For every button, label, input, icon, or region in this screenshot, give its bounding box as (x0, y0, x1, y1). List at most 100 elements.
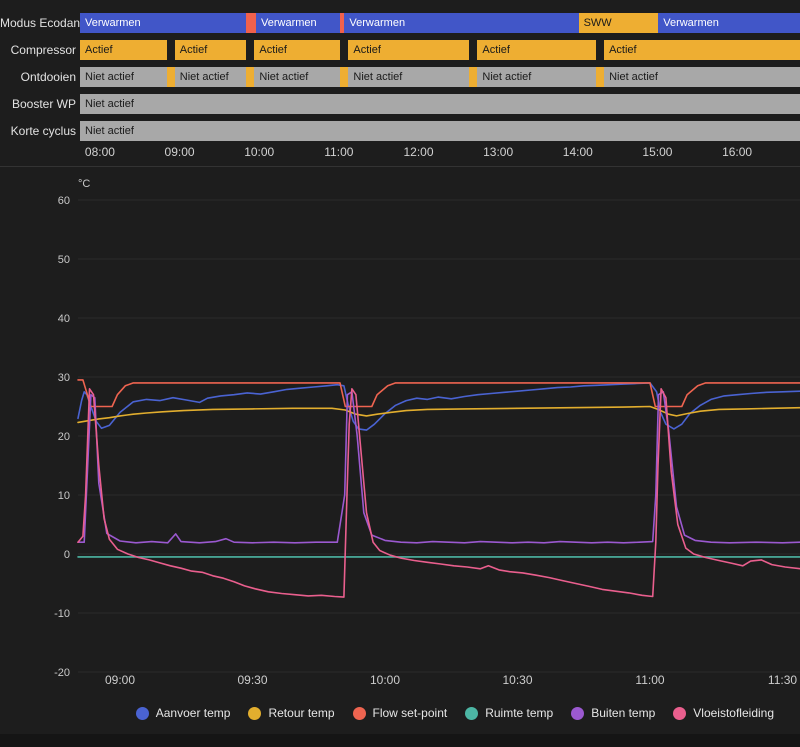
chart-legend: Aanvoer temp Retour temp Flow set-point Rui… (0, 692, 800, 734)
legend-dot-icon (673, 706, 687, 720)
timeline-segment[interactable]: Actief (254, 39, 341, 60)
timeline-segment-label: SWW (583, 16, 612, 29)
legend-label: Buiten temp (591, 706, 656, 720)
legend-item-flow-set-point[interactable]: Flow set-point (352, 706, 447, 720)
legend-label: Vloeistofleiding (693, 706, 774, 720)
timeline-segment-label: Verwarmen (349, 16, 406, 29)
timeline-segment[interactable] (596, 66, 605, 87)
timeline-segment-label: Actief (609, 43, 637, 56)
timeline-axis-label: 14:00 (562, 145, 593, 159)
x-axis-tick-label: 10:30 (502, 673, 532, 687)
timeline-axis-label: 10:00 (244, 145, 275, 159)
timeline-segment[interactable]: Verwarmen (256, 12, 341, 33)
timeline-segment[interactable]: Niet actief (348, 66, 470, 87)
y-axis-tick-label: 0 (64, 549, 70, 561)
timeline-segment-label: Niet actief (482, 70, 532, 83)
timeline-axis-label: 15:00 (642, 145, 673, 159)
timeline-segment[interactable] (340, 66, 349, 87)
timeline-segment-label: Actief (85, 43, 113, 56)
legend-dot-icon (465, 706, 479, 720)
timeline-axis-label: 16:00 (722, 145, 753, 159)
y-axis-tick-label: 30 (58, 372, 70, 384)
timeline-segment-label: Actief (259, 43, 287, 56)
legend-item-aanvoer-temp[interactable]: Aanvoer temp (135, 706, 231, 720)
timeline-segment-label: Niet actief (609, 70, 658, 83)
timeline-row-label: Modus Ecodan (0, 15, 81, 30)
timeline-segment-label: Niet actief (85, 97, 134, 110)
series-line-vloeistofleiding (77, 388, 800, 598)
timeline-segment[interactable] (166, 66, 175, 87)
timeline-segment[interactable]: Verwarmen (658, 12, 800, 33)
legend-dot-icon (135, 706, 149, 720)
series-line-buiten-temp (77, 391, 800, 544)
timeline-segment-label: Verwarmen (261, 16, 317, 29)
timeline-segment-label: Niet actief (85, 70, 134, 83)
y-axis-tick-label: 50 (58, 254, 70, 266)
timeline-segment[interactable]: SWW (578, 12, 659, 33)
timeline-segment-label: Niet actief (353, 70, 403, 83)
timeline-segment[interactable]: Verwarmen (80, 12, 247, 33)
timeline-track: Niet actief (80, 120, 800, 141)
timeline-segment-label: Actief (179, 43, 208, 56)
temperature-chart[interactable]: °C 60 50 40 30 20 10 0 -10 -20 09:00 09:30 10:00 10:3… (0, 167, 800, 692)
legend-dot-icon (248, 706, 262, 720)
y-axis-tick-label: 60 (58, 195, 70, 207)
timeline-segment[interactable] (246, 12, 256, 33)
timeline-row-ontdooien: Ontdooien Niet actief Niet actief Niet acti… (0, 63, 800, 90)
timeline-segment-label: Verwarmen (663, 16, 719, 29)
timeline-segment[interactable]: Niet actief (477, 66, 597, 87)
timeline-segment[interactable]: Niet actief (174, 66, 247, 87)
timeline-row-korte-cyclus: Korte cyclus Niet actief (0, 117, 800, 144)
timeline-axis-label: 13:00 (483, 145, 514, 159)
timeline-segment[interactable]: Niet actief (604, 66, 800, 87)
timeline-segment[interactable] (469, 66, 478, 87)
y-axis-tick-label: -20 (54, 667, 70, 679)
timeline-track: Actief Actief Actief Actief Actief Actief (80, 39, 800, 60)
timeline-segment[interactable]: Niet actief (80, 93, 800, 114)
legend-label: Retour temp (268, 706, 335, 720)
legend-item-vloeistofleiding[interactable]: Vloeistofleiding (673, 706, 774, 720)
timeline-axis-label: 08:00 (84, 145, 115, 159)
series-line-aanvoer-temp (77, 382, 800, 431)
legend-item-buiten-temp[interactable]: Buiten temp (571, 706, 655, 720)
timeline-axis-label: 12:00 (403, 145, 434, 159)
legend-label: Aanvoer temp (155, 706, 231, 720)
timeline-segment-label: Niet actief (85, 124, 134, 137)
temperature-history-panel: °C 60 50 40 30 20 10 0 -10 -20 09:00 09:30 10:00 10:3… (0, 166, 800, 734)
state-timeline-panel: Modus Ecodan Verwarmen Verwarmen Verwarmen S… (0, 0, 800, 166)
timeline-segment[interactable]: Actief (477, 39, 597, 60)
timeline-rows: Modus Ecodan Verwarmen Verwarmen Verwarmen S… (0, 9, 800, 144)
timeline-segment[interactable]: Actief (604, 39, 800, 60)
timeline-segment[interactable]: Niet actief (254, 66, 341, 87)
timeline-axis-label: 09:00 (164, 145, 195, 159)
bottom-strip (0, 734, 800, 747)
timeline-row-booster-wp: Booster WP Niet actief (0, 90, 800, 117)
timeline-row-label: Ontdooien (20, 69, 76, 84)
timeline-track: Verwarmen Verwarmen Verwarmen SWW Verwarmen (80, 12, 800, 33)
timeline-row-label: Booster WP (11, 96, 76, 111)
timeline-row-label: Compressor (10, 42, 76, 57)
timeline-segment[interactable]: Niet actief (80, 120, 800, 141)
timeline-segment[interactable]: Actief (80, 39, 167, 60)
series-line-retour-temp (77, 405, 800, 424)
timeline-segment[interactable] (246, 66, 255, 87)
y-axis-tick-label: -10 (54, 608, 70, 620)
y-axis-tick-label: 20 (58, 431, 70, 443)
timeline-row-modus-ecodan: Modus Ecodan Verwarmen Verwarmen Verwarmen S… (0, 9, 800, 36)
timeline-segment[interactable]: Verwarmen (344, 12, 579, 33)
timeline-row-compressor: Compressor Actief Actief Actief Actief Actief… (0, 36, 800, 63)
x-axis-tick-label: 09:30 (237, 673, 267, 687)
timeline-segment[interactable] (340, 12, 345, 33)
legend-item-ruimte-temp[interactable]: Ruimte temp (465, 706, 553, 720)
legend-item-retour-temp[interactable]: Retour temp (248, 706, 335, 720)
legend-dot-icon (352, 706, 366, 720)
timeline-segment[interactable]: Actief (348, 39, 470, 60)
y-axis-tick-label: 10 (58, 490, 70, 502)
x-axis-tick-label: 10:00 (370, 673, 400, 687)
x-axis-tick-label: 11:30 (768, 673, 797, 687)
series-line-flow-set-point (77, 379, 800, 408)
timeline-track: Niet actief (80, 93, 800, 114)
timeline-segment[interactable]: Actief (174, 39, 247, 60)
timeline-segment[interactable]: Niet actief (80, 66, 167, 87)
timeline-time-axis: 08:00 09:00 10:00 11:00 12:00 13:00 14:00 15:00… (0, 145, 800, 165)
